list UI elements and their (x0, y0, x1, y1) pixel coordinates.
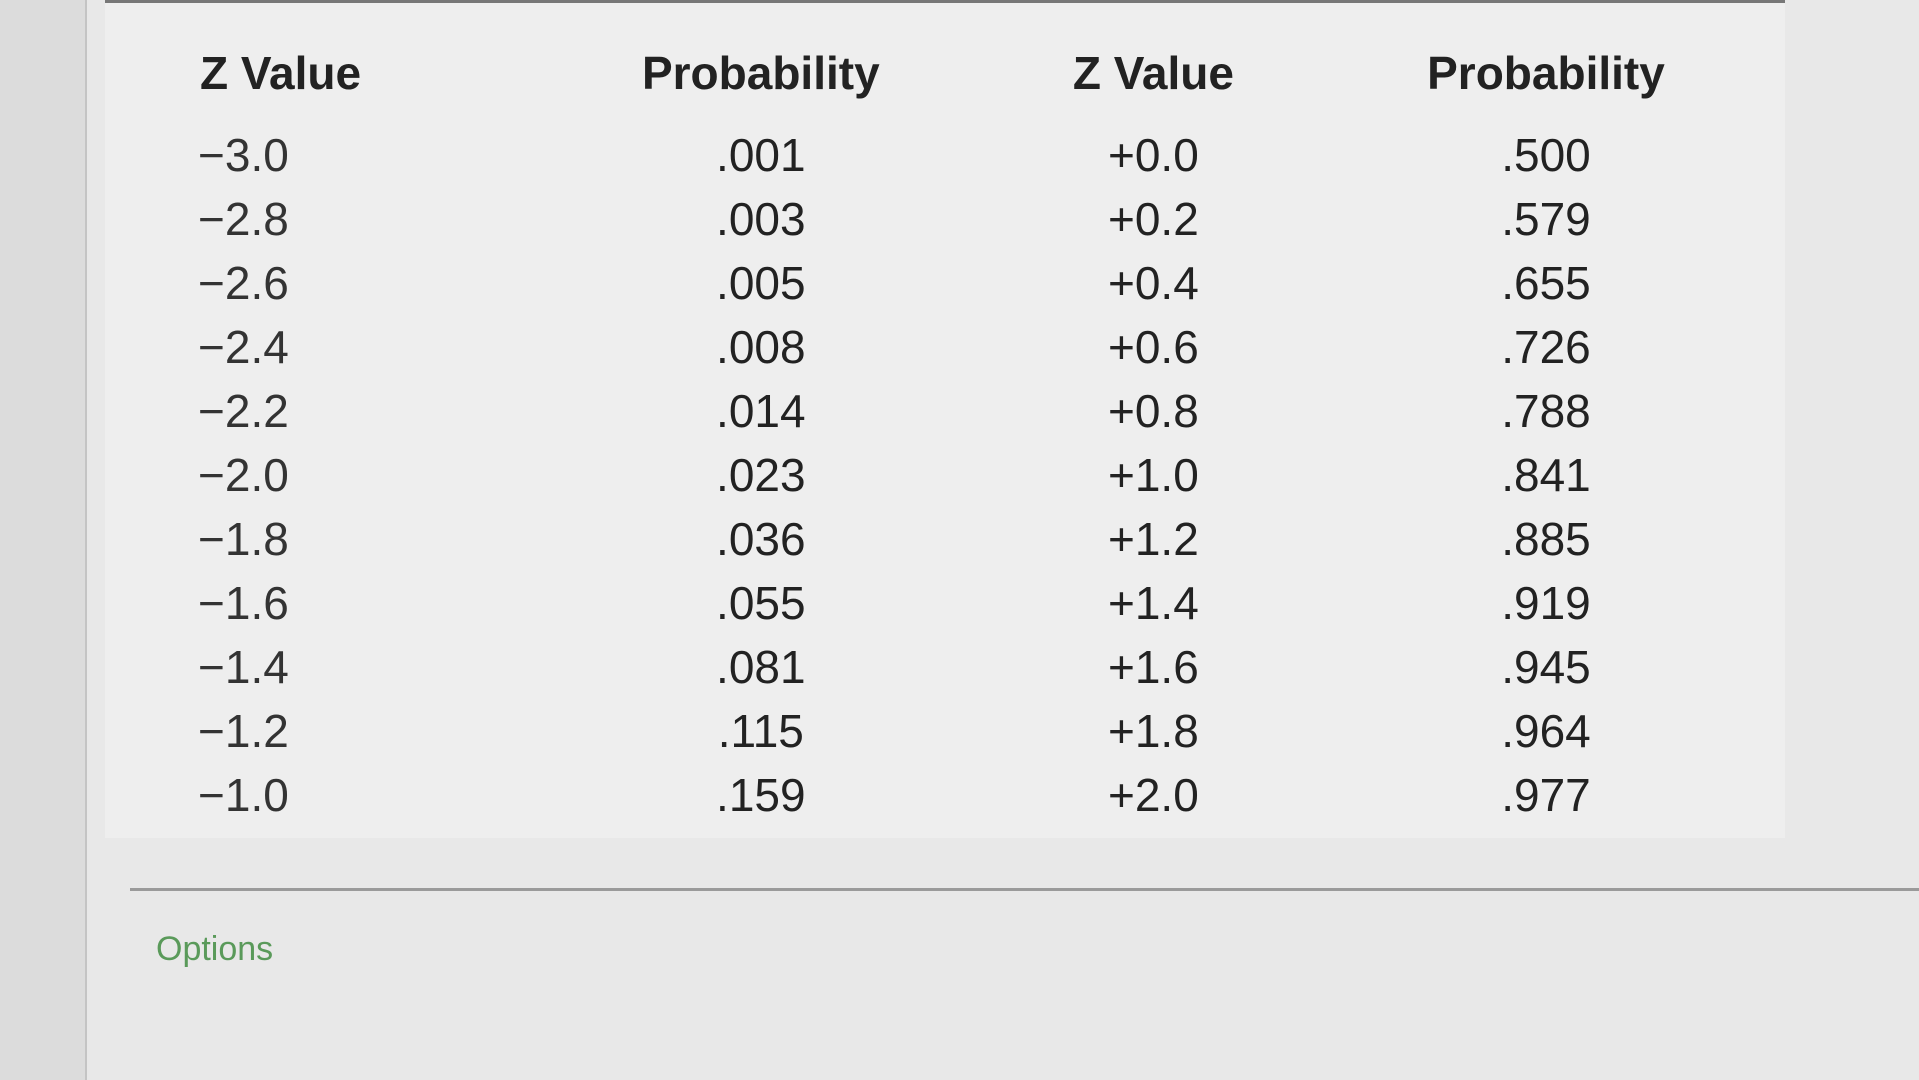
table-cell: +2.0 (1107, 769, 1199, 821)
table-cell: .023 (716, 449, 806, 501)
table-cell: .579 (1501, 193, 1591, 245)
table-cell: .500 (1501, 129, 1591, 181)
table-row: −2.8 .003 +0.2 .579 (190, 187, 1780, 251)
table-cell: .655 (1501, 257, 1591, 309)
column-header: Probability (1427, 47, 1665, 99)
table-cell: .036 (716, 513, 806, 565)
table-cell: +0.6 (1107, 321, 1199, 373)
table-cell: +1.2 (1107, 513, 1199, 565)
table-row: −2.0 .023 +1.0 .841 (190, 443, 1780, 507)
table-row: −1.8 .036 +1.2 .885 (190, 507, 1780, 571)
table-container: Z Value Probability Z Value Probability −3.… (105, 0, 1785, 838)
table-cell: −2.8 (198, 193, 289, 245)
table-cell: +0.2 (1107, 193, 1199, 245)
table-cell: −1.6 (198, 577, 289, 629)
table-cell: .726 (1501, 321, 1591, 373)
table-cell: .788 (1501, 385, 1591, 437)
table-cell: −2.4 (198, 321, 289, 373)
table-row: −2.2 .014 +0.8 .788 (190, 379, 1780, 443)
header-row: Z Value Probability Z Value Probability (190, 23, 1780, 123)
column-header: Z Value (1072, 47, 1234, 99)
table-row: −1.0 .159 +2.0 .977 (190, 763, 1780, 827)
table-cell: +0.4 (1107, 257, 1199, 309)
table-cell: .977 (1501, 769, 1591, 821)
table-cell: +1.6 (1107, 641, 1199, 693)
table-body: −3.0 .001 +0.0 .500 −2.8 .003 +0.2 .579 −2.6 .005… (190, 123, 1780, 827)
table-cell: .014 (716, 385, 806, 437)
table-cell: .081 (716, 641, 806, 693)
table-cell: .964 (1501, 705, 1591, 757)
table-cell: .159 (716, 769, 806, 821)
table-cell: .945 (1501, 641, 1591, 693)
table-cell: .885 (1501, 513, 1591, 565)
table-row: −2.4 .008 +0.6 .726 (190, 315, 1780, 379)
z-table: Z Value Probability Z Value Probability −3.… (190, 23, 1780, 827)
column-header: Probability (641, 47, 880, 99)
table-cell: −2.2 (198, 385, 289, 437)
table-cell: −1.0 (198, 769, 289, 821)
table-cell: +1.0 (1107, 449, 1199, 501)
divider (130, 888, 1919, 891)
table-cell: .008 (716, 321, 806, 373)
table-cell: +0.0 (1107, 129, 1199, 181)
table-cell: −1.8 (198, 513, 289, 565)
table-cell: −1.4 (198, 641, 289, 693)
table-cell: .919 (1501, 577, 1591, 629)
table-cell: .003 (716, 193, 806, 245)
table-cell: +0.8 (1107, 385, 1199, 437)
table-cell: +1.4 (1107, 577, 1199, 629)
table-row: −3.0 .001 +0.0 .500 (190, 123, 1780, 187)
options-link[interactable]: Options (156, 930, 274, 968)
table-cell: .055 (716, 577, 806, 629)
table-row: −1.4 .081 +1.6 .945 (190, 635, 1780, 699)
table-cell: .841 (1501, 449, 1591, 501)
table-cell: −2.0 (198, 449, 289, 501)
table-cell: +1.8 (1107, 705, 1199, 757)
table-cell: −3.0 (198, 129, 289, 181)
table-cell: .115 (717, 705, 804, 757)
table-cell: .001 (716, 129, 806, 181)
table-row: −2.6 .005 +0.4 .655 (190, 251, 1780, 315)
table-row: −1.2 .115 +1.8 .964 (190, 699, 1780, 763)
table-cell: −2.6 (198, 257, 289, 309)
column-header: Z Value (200, 47, 362, 99)
table-cell: −1.2 (198, 705, 289, 757)
table-cell: .005 (716, 257, 806, 309)
table-row: −1.6 .055 +1.4 .919 (190, 571, 1780, 635)
